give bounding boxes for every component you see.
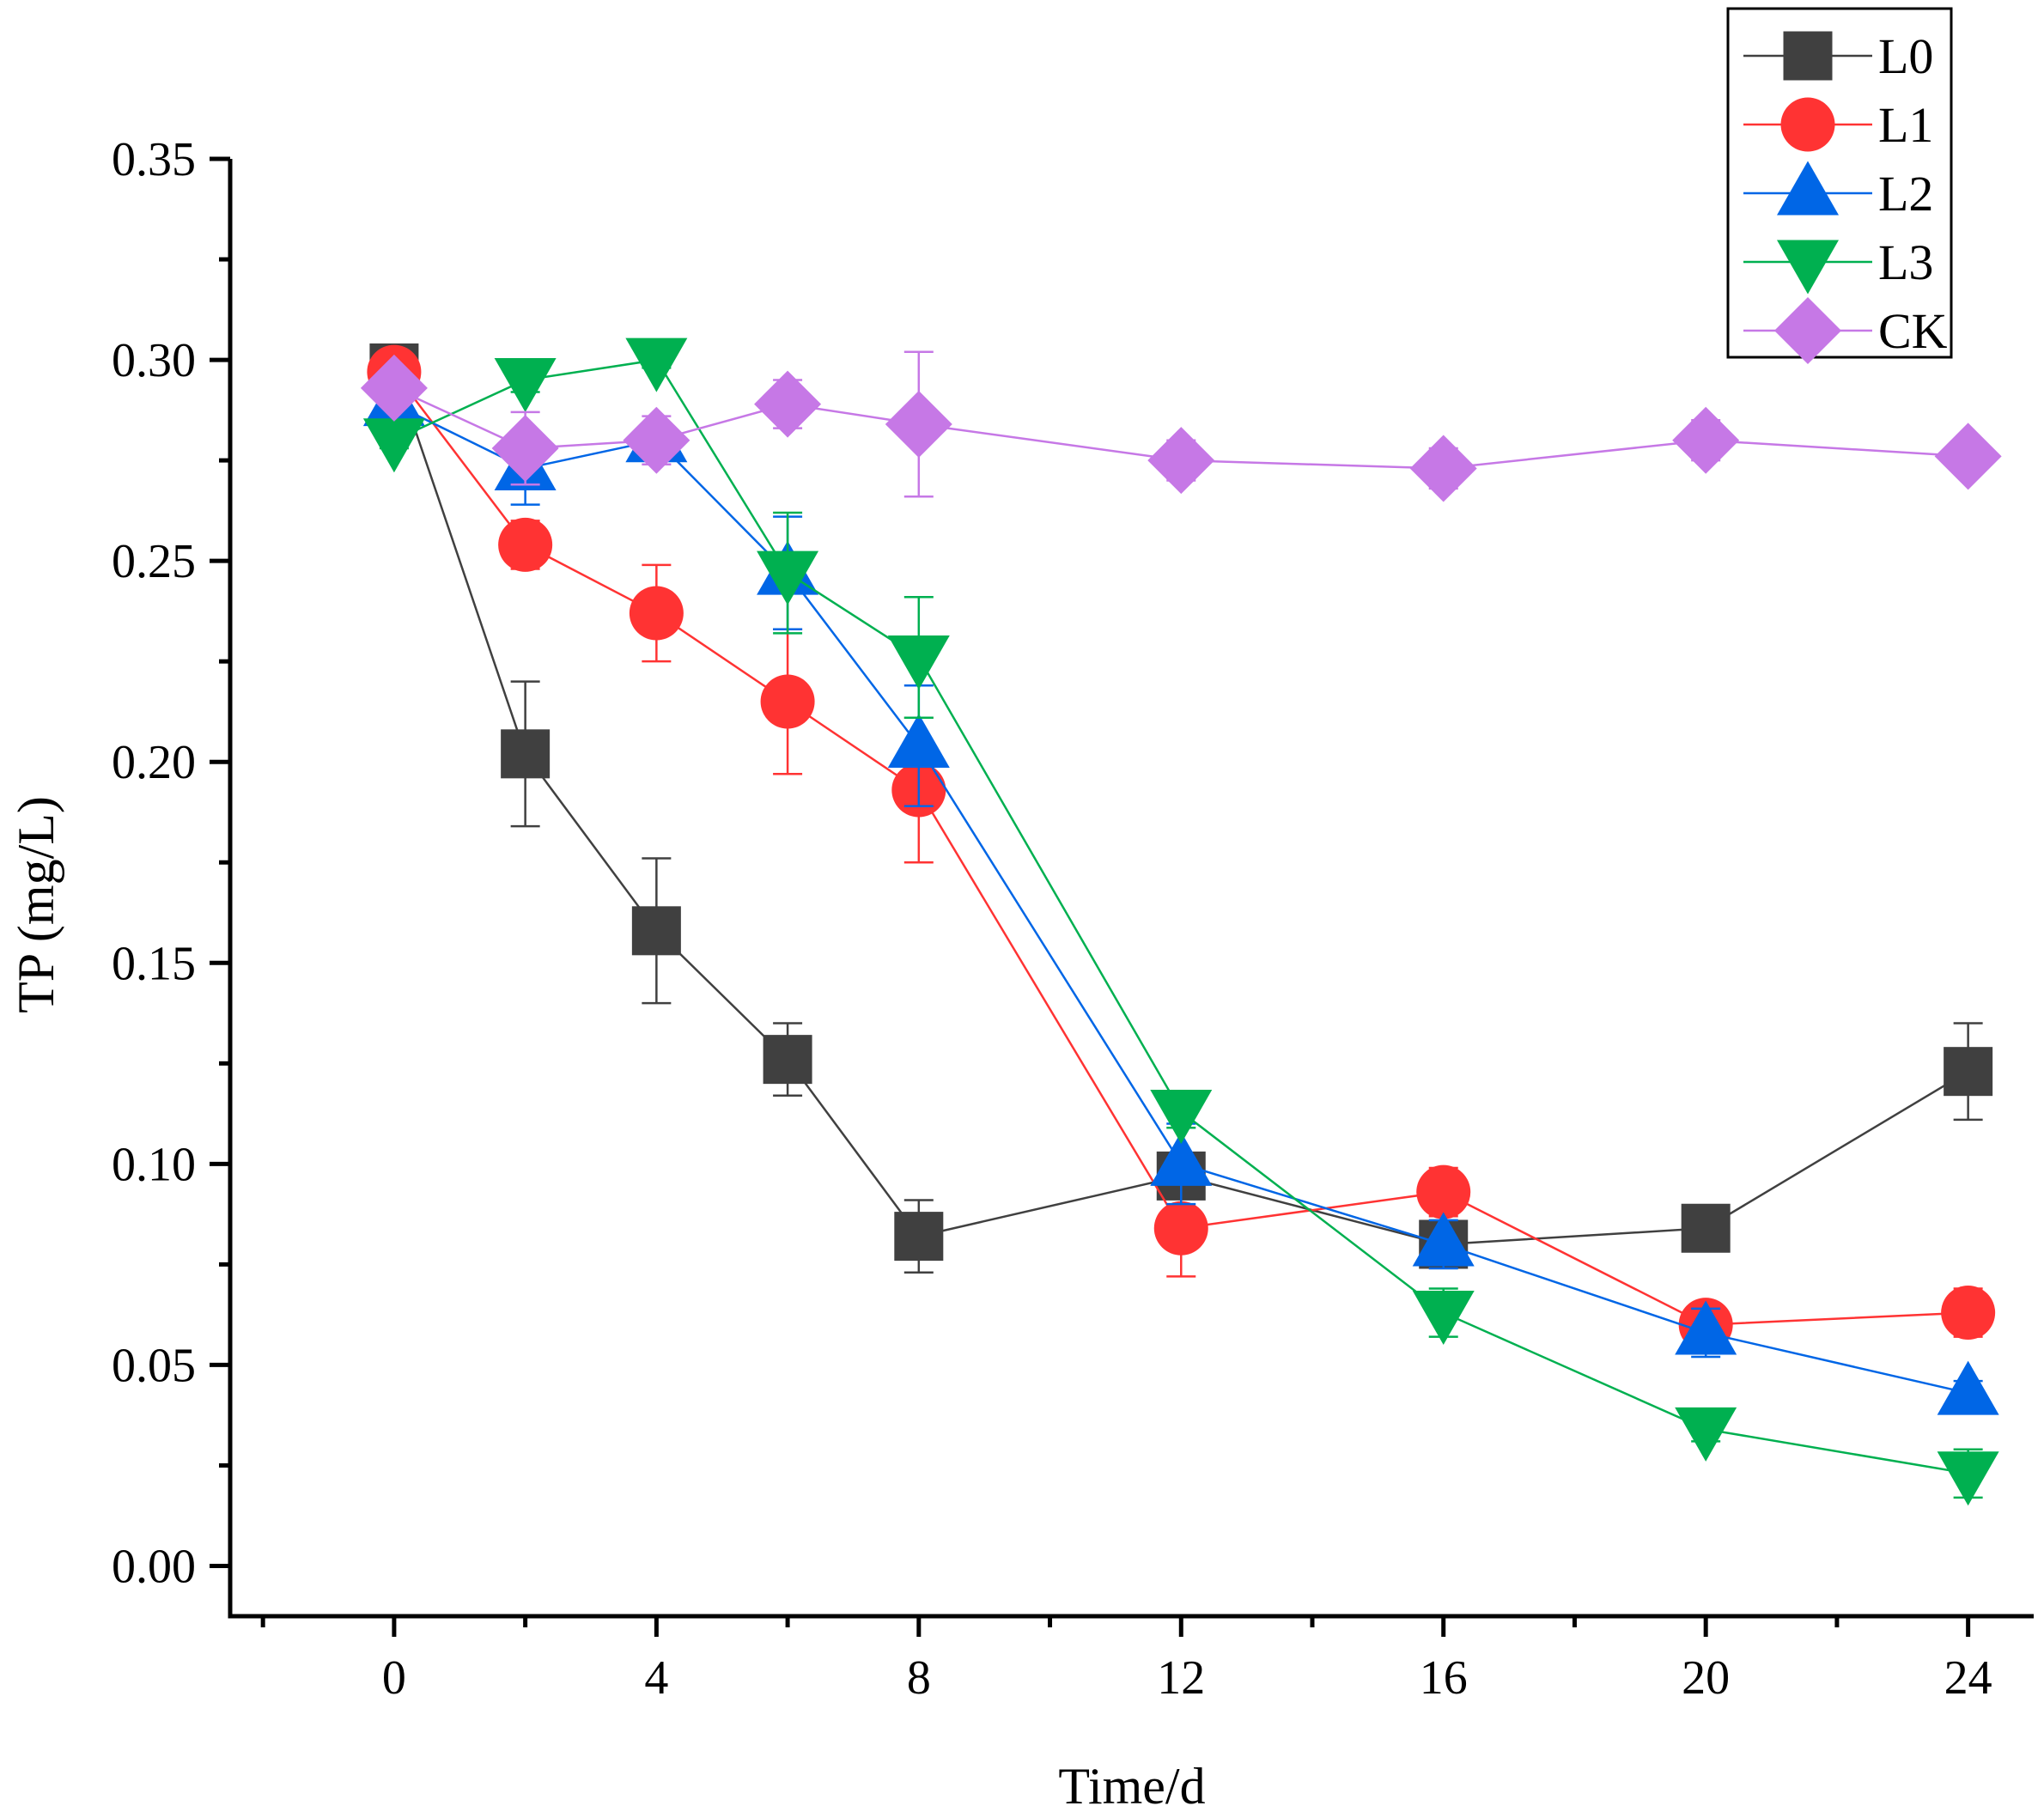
series-l3 <box>362 337 1999 1506</box>
x-tick-label: 4 <box>644 1651 668 1705</box>
data-point-l1 <box>760 674 815 729</box>
data-point-ck <box>754 370 822 438</box>
data-point-ck <box>623 406 690 474</box>
y-tick-label: 0.25 <box>112 535 196 588</box>
data-point-l0 <box>631 906 681 956</box>
x-tick-label: 8 <box>907 1651 931 1705</box>
y-tick-label: 0.15 <box>112 937 196 990</box>
data-point-ck <box>360 354 428 422</box>
axes: 0.00 0.05 0.10 0.15 0.20 0.25 0.30 0.35 0 4 8 12 16 2… <box>112 133 2034 1705</box>
data-point-ck <box>1409 435 1477 502</box>
legend-label-ck: CK <box>1878 303 1948 359</box>
series-line-l3 <box>393 358 1968 1475</box>
legend-entry-l0: L0 <box>1743 28 1933 84</box>
data-point-ck <box>1934 423 2002 490</box>
data-point-l3 <box>625 337 688 392</box>
legend-entry-l3: L3 <box>1743 234 1933 295</box>
y-tick-label: 0.05 <box>112 1339 196 1392</box>
legend-marker-l1 <box>1780 97 1835 152</box>
x-tick-label: 24 <box>1944 1651 1992 1705</box>
legend-label-l1: L1 <box>1878 97 1933 153</box>
legend-label-l2: L2 <box>1878 166 1933 222</box>
y-tick-label: 0.30 <box>112 334 196 387</box>
data-point-l1 <box>1941 1286 1996 1341</box>
data-point-l2 <box>1412 1212 1475 1267</box>
data-point-ck <box>1147 427 1215 495</box>
legend-label-l3: L3 <box>1878 234 1933 290</box>
data-point-l3 <box>494 357 557 412</box>
data-point-l1 <box>498 517 553 572</box>
data-point-l0 <box>763 1035 812 1085</box>
x-tick-label: 20 <box>1682 1651 1730 1705</box>
series-layer <box>360 337 2002 1506</box>
legend-marker-ck <box>1774 297 1841 364</box>
y-axis-title: TP (mg/L) <box>8 796 64 1013</box>
series-ck <box>360 350 2002 502</box>
y-tick-label: 0.10 <box>112 1138 196 1191</box>
data-point-l2 <box>1150 1131 1213 1186</box>
y-tick-label: 0.00 <box>112 1540 196 1593</box>
data-point-l1 <box>1416 1164 1471 1219</box>
legend-box <box>1726 7 1953 359</box>
data-point-l3 <box>1412 1291 1475 1346</box>
x-tick-label: 0 <box>382 1651 406 1705</box>
legend-entry-l1: L1 <box>1743 97 1933 153</box>
data-point-l2 <box>887 713 950 768</box>
data-point-l1 <box>1153 1201 1208 1256</box>
data-point-l3 <box>1150 1089 1213 1144</box>
y-tick-label: 0.20 <box>112 736 196 789</box>
data-point-l0 <box>894 1212 944 1262</box>
x-tick-label: 12 <box>1157 1651 1205 1705</box>
data-point-l0 <box>501 729 551 779</box>
legend-marker-l2 <box>1777 161 1839 216</box>
data-point-ck <box>491 415 559 483</box>
data-point-l3 <box>362 418 425 473</box>
data-point-l0 <box>1944 1047 1993 1097</box>
data-point-ck <box>885 390 952 458</box>
data-point-l0 <box>1681 1203 1731 1253</box>
y-tick-label: 0.35 <box>112 133 196 186</box>
data-point-l3 <box>1937 1451 1999 1506</box>
data-point-l3 <box>757 550 819 605</box>
legend: L0 L1 L2 L3 CK <box>1726 7 1953 364</box>
legend-label-l0: L0 <box>1878 28 1933 84</box>
data-point-l3 <box>887 635 950 690</box>
legend-marker-l0 <box>1783 31 1833 81</box>
data-point-ck <box>1672 406 1740 474</box>
data-point-l1 <box>629 586 684 641</box>
legend-entry-ck: CK <box>1743 297 1948 364</box>
legend-marker-l3 <box>1777 240 1839 295</box>
data-point-l2 <box>1937 1360 1999 1415</box>
data-point-l2 <box>1675 1300 1737 1355</box>
data-point-l3 <box>1675 1407 1737 1462</box>
x-axis-title: Time/d <box>1058 1758 1205 1815</box>
legend-entry-l2: L2 <box>1743 161 1933 222</box>
x-tick-label: 16 <box>1420 1651 1468 1705</box>
